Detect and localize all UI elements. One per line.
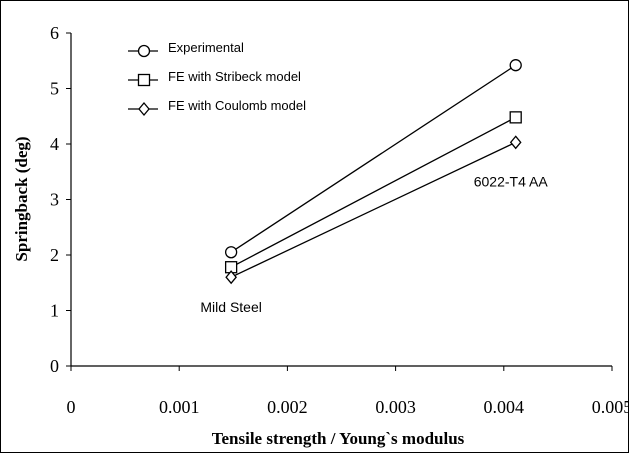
legend-label: FE with Coulomb model [168,98,306,113]
legend: Experimental FE with Stribeck model FE wit… [128,40,306,117]
series-line [230,64,517,253]
series-square [224,111,522,274]
annotation-label: Mild Steel [200,299,261,315]
x-tick-label: 0 [67,397,76,417]
legend-marker-circle [137,44,151,58]
x-tick-label: 0.001 [159,397,200,417]
data-point [224,246,238,259]
y-tick-label: 2 [50,245,59,265]
annotation-label: 6022-T4 AA [474,173,549,189]
data-point [509,59,522,72]
data-point [225,270,237,285]
y-tick-label: 5 [50,79,59,99]
series-diamond [225,135,522,285]
legend-label: Experimental [168,40,244,55]
y-tick-label: 0 [50,356,59,376]
x-axis-title: Tensile strength / Young`s modulus [212,429,465,448]
x-tick-label: 0.003 [375,397,416,417]
axes: 0 1 2 3 4 5 6 0 0.001 0.002 0.003 0.004 0.005 [50,23,629,417]
series-line [230,116,517,268]
x-tick-label: 0.005 [592,397,629,417]
y-tick-label: 6 [50,23,59,43]
series-line [230,141,516,278]
data-point [509,111,522,124]
legend-label: FE with Stribeck model [168,69,301,84]
data-point [509,135,522,150]
x-tick-label: 0.002 [267,397,308,417]
annotations: Mild Steel 6022-T4 AA [200,173,548,315]
series-layer [224,59,522,285]
legend-marker-square [137,73,151,87]
y-tick-label: 1 [50,301,59,321]
legend-marker-diamond [138,101,150,117]
x-tick-label: 0.004 [484,397,525,417]
y-tick-label: 4 [50,134,59,154]
series-circle [224,59,522,259]
y-tick-label: 3 [50,190,59,210]
y-axis-title: Springback (deg) [12,136,31,261]
